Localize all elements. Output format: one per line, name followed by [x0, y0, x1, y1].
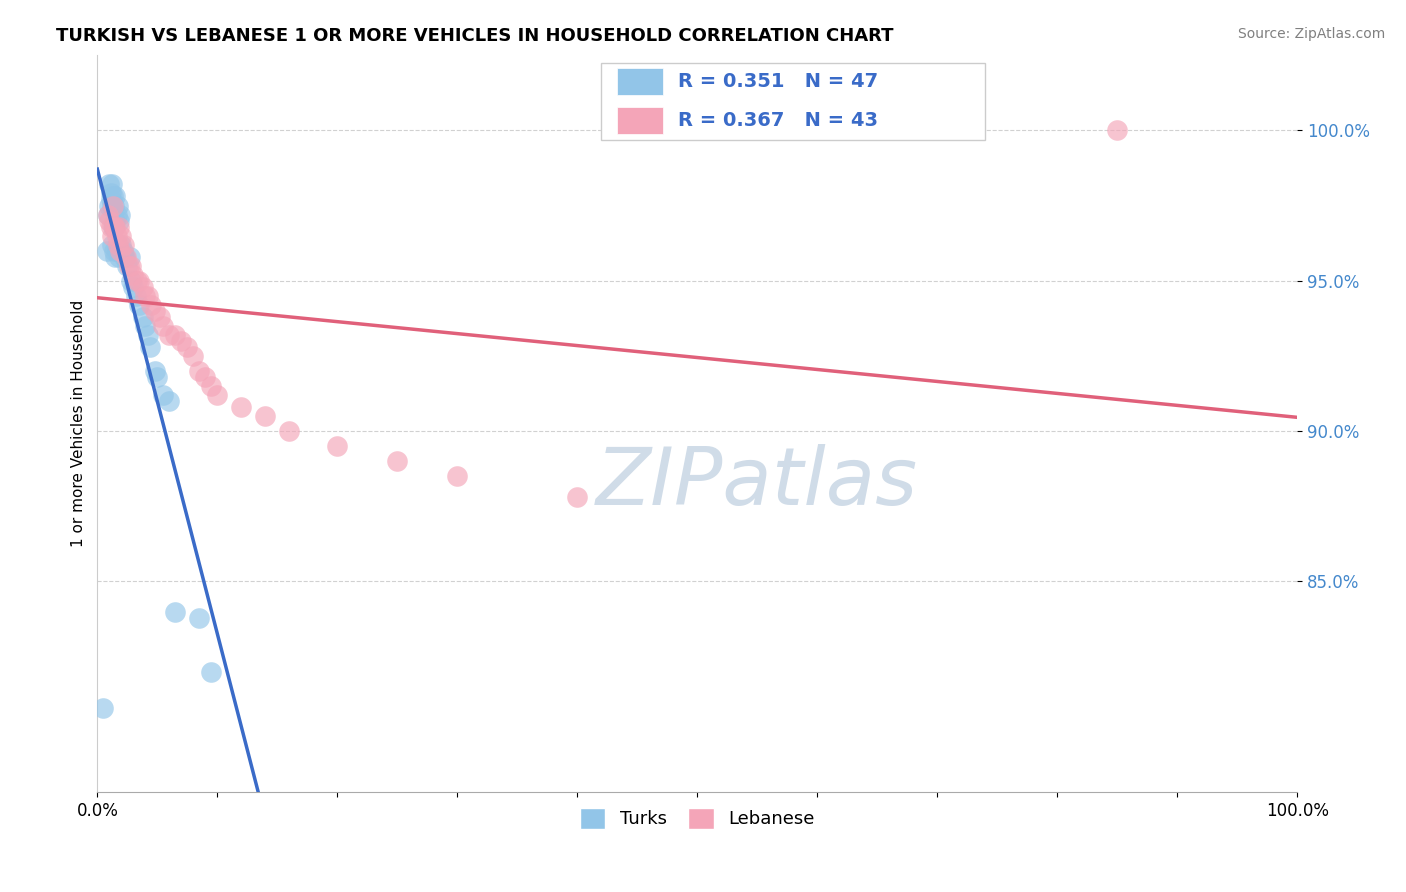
Point	[103, 198, 125, 212]
Point	[117, 259, 139, 273]
Point	[117, 259, 139, 273]
Point	[100, 193, 122, 207]
Point	[136, 327, 159, 342]
Point	[104, 219, 127, 234]
Point	[118, 250, 141, 264]
Point	[93, 700, 115, 714]
Point	[134, 289, 156, 303]
Y-axis label: 1 or more Vehicles in Household: 1 or more Vehicles in Household	[72, 300, 86, 547]
Point	[143, 364, 166, 378]
Point	[112, 237, 135, 252]
Point	[104, 250, 127, 264]
Point	[139, 340, 162, 354]
Point	[120, 274, 142, 288]
Point	[200, 665, 222, 679]
Point	[112, 250, 135, 264]
Point	[188, 610, 211, 624]
Point	[108, 208, 131, 222]
Point	[446, 469, 468, 483]
Point	[183, 349, 205, 363]
Point	[143, 303, 166, 318]
Point	[100, 237, 122, 252]
Point	[103, 219, 125, 234]
Point	[103, 244, 125, 258]
Point	[128, 274, 150, 288]
Point	[122, 268, 145, 282]
Text: Source: ZipAtlas.com: Source: ZipAtlas.com	[1237, 27, 1385, 41]
Point	[98, 198, 121, 212]
Point	[108, 244, 131, 258]
Point	[165, 605, 187, 619]
Point	[107, 237, 129, 252]
Point	[108, 219, 131, 234]
Text: TURKISH VS LEBANESE 1 OR MORE VEHICLES IN HOUSEHOLD CORRELATION CHART: TURKISH VS LEBANESE 1 OR MORE VEHICLES I…	[56, 27, 894, 45]
Point	[120, 259, 142, 273]
Text: ZIPatlas: ZIPatlas	[596, 443, 918, 522]
Point	[157, 394, 180, 409]
Point	[387, 454, 409, 468]
Point	[100, 178, 122, 192]
Point	[101, 198, 124, 212]
Point	[134, 318, 156, 333]
Point	[115, 250, 138, 264]
Point	[104, 189, 127, 203]
Point	[141, 298, 163, 312]
Point	[278, 424, 301, 438]
Point	[98, 178, 121, 192]
Point	[111, 244, 134, 258]
Point	[98, 213, 121, 227]
Point	[152, 388, 174, 402]
Point	[114, 250, 136, 264]
Point	[105, 228, 128, 243]
Point	[132, 310, 155, 324]
Point	[108, 244, 131, 258]
Point	[104, 213, 127, 227]
Point	[176, 340, 198, 354]
Point	[101, 189, 124, 203]
Legend: Turks, Lebanese: Turks, Lebanese	[572, 801, 821, 836]
Point	[165, 327, 187, 342]
Point	[103, 219, 125, 234]
Point	[188, 364, 211, 378]
Point	[108, 250, 131, 264]
Point	[108, 213, 131, 227]
Point	[125, 274, 148, 288]
Point	[207, 388, 229, 402]
Point	[110, 237, 132, 252]
Point	[97, 208, 120, 222]
Point	[100, 186, 122, 201]
Point	[157, 327, 180, 342]
Point	[146, 370, 169, 384]
Point	[254, 409, 277, 423]
Point	[97, 208, 120, 222]
Point	[152, 318, 174, 333]
Point	[128, 298, 150, 312]
Point	[567, 490, 589, 504]
Point	[1107, 123, 1129, 137]
Point	[200, 379, 222, 393]
Point	[100, 198, 122, 212]
Point	[231, 400, 253, 414]
Point	[149, 310, 172, 324]
Point	[100, 228, 122, 243]
Point	[326, 439, 349, 453]
Point	[170, 334, 193, 348]
Point	[194, 370, 217, 384]
Point	[101, 219, 124, 234]
Point	[100, 219, 122, 234]
Point	[107, 198, 129, 212]
Point	[105, 244, 128, 258]
Point	[107, 244, 129, 258]
Point	[122, 279, 145, 293]
Point	[125, 289, 148, 303]
Point	[96, 244, 118, 258]
Point	[110, 228, 132, 243]
Point	[136, 289, 159, 303]
Point	[105, 208, 128, 222]
Point	[132, 279, 155, 293]
